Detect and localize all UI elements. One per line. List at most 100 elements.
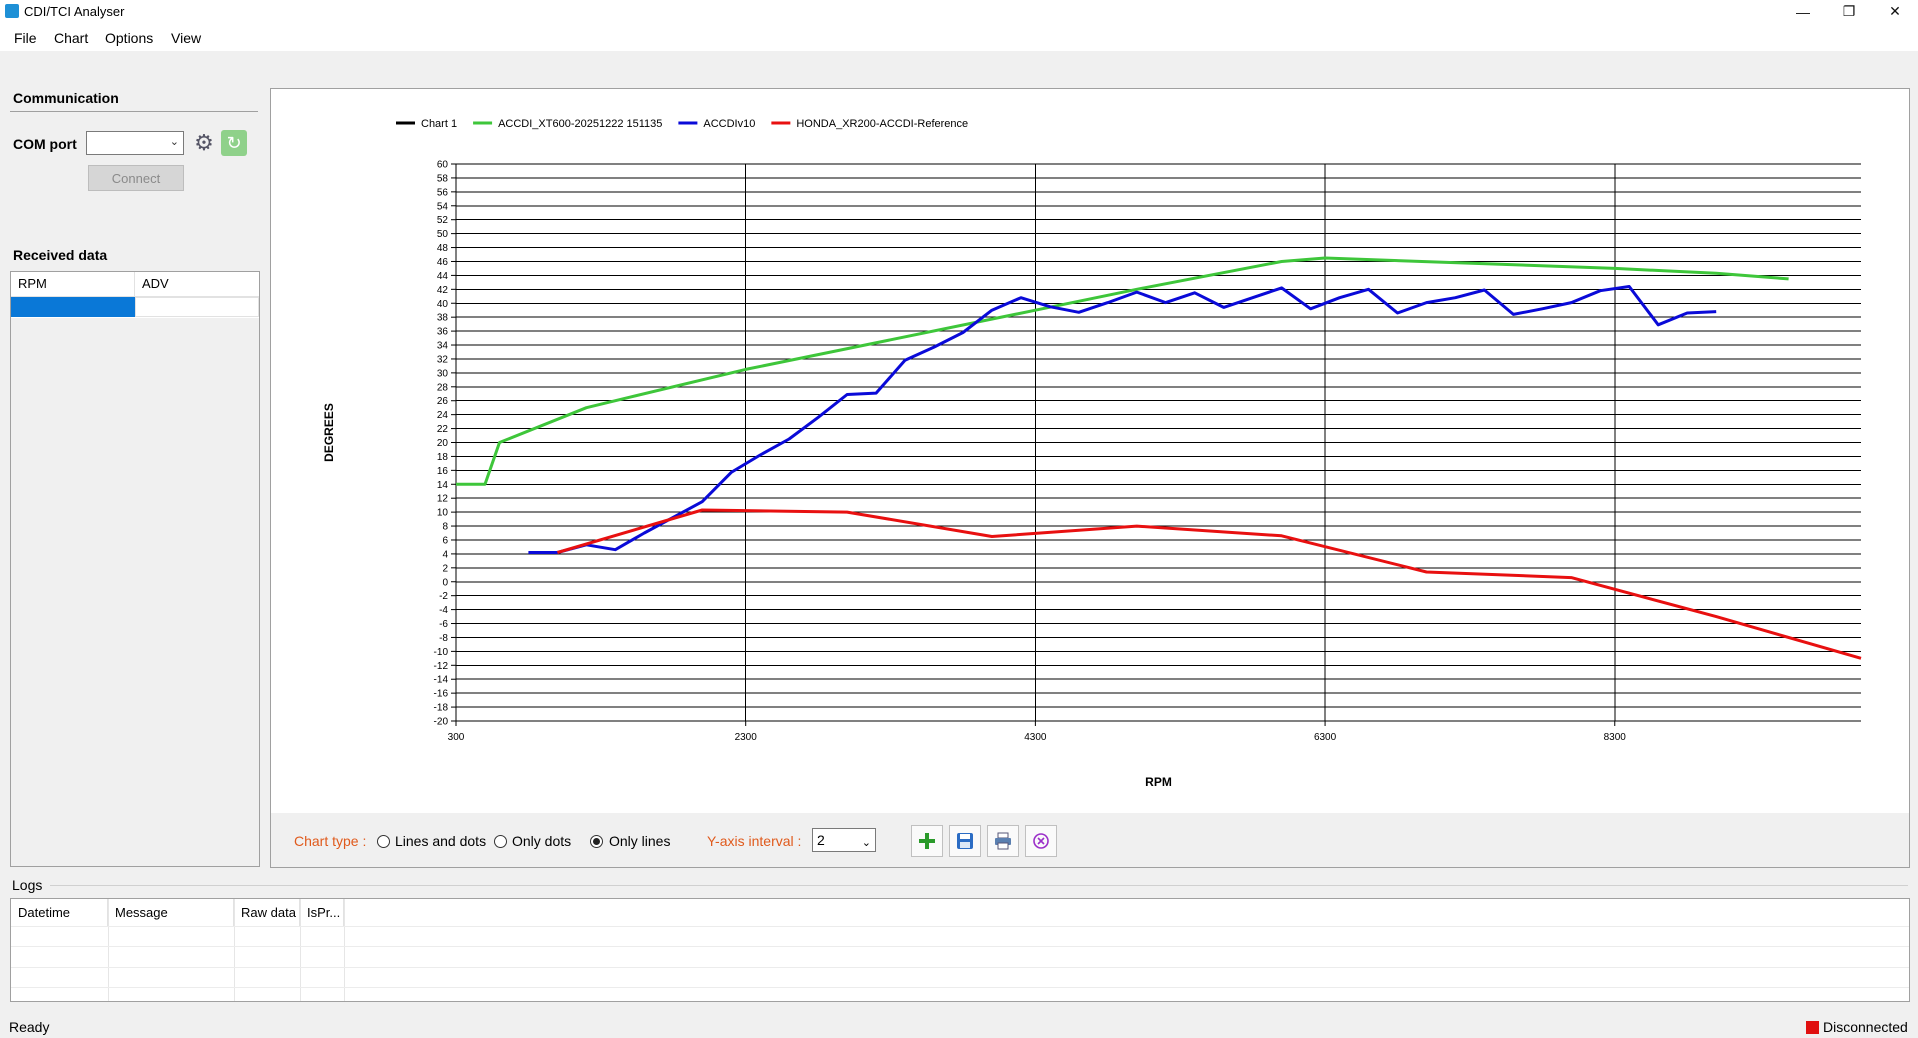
- y-tick-label: 16: [437, 466, 449, 477]
- legend-entry: ACCDIv10: [703, 118, 755, 130]
- x-tick-label: 6300: [1314, 732, 1337, 743]
- column-rpm[interactable]: RPM: [11, 272, 135, 296]
- y-tick-label: 34: [437, 341, 449, 352]
- series-line: [456, 256, 1789, 486]
- com-port-label: COM port: [13, 136, 77, 152]
- status-text: Ready: [9, 1019, 50, 1035]
- section-divider: [10, 111, 258, 112]
- y-tick-label: 40: [437, 299, 449, 310]
- y-tick-label: -20: [434, 717, 449, 728]
- menu-file[interactable]: File: [14, 30, 37, 46]
- y-tick-label: 46: [437, 257, 449, 268]
- log-grid-line: [234, 899, 235, 1001]
- restore-icon[interactable]: ❐: [1842, 3, 1856, 19]
- y-tick-label: 28: [437, 382, 449, 393]
- x-tick-label: 4300: [1024, 732, 1047, 743]
- log-grid-line: [344, 899, 345, 1001]
- legend-entry: ACCDI_XT600-20251222 151135: [498, 118, 662, 130]
- logs-table: [10, 898, 1910, 1002]
- logs-divider: [50, 885, 1908, 886]
- y-interval-select[interactable]: 2 ⌄: [812, 828, 876, 852]
- logs-title: Logs: [12, 877, 43, 893]
- y-tick-label: 60: [437, 160, 449, 171]
- log-grid-line: [11, 967, 1909, 968]
- log-grid-line: [108, 899, 109, 1001]
- log-grid-line: [11, 987, 1909, 988]
- connection-status: Disconnected: [1823, 1019, 1908, 1035]
- x-tick-label: 2300: [735, 732, 758, 743]
- connect-button[interactable]: Connect: [88, 165, 184, 191]
- y-tick-label: 18: [437, 452, 449, 463]
- chart-toolbar: [271, 813, 1909, 867]
- received-table-empty-area: [11, 318, 259, 866]
- radio-only-lines[interactable]: [590, 835, 603, 848]
- menu-options[interactable]: Options: [105, 30, 154, 46]
- y-tick-label: 22: [437, 424, 449, 435]
- y-tick-label: -8: [439, 633, 448, 644]
- y-tick-label: -10: [434, 647, 449, 658]
- y-tick-label: 14: [437, 480, 449, 491]
- log-column-message[interactable]: Message: [108, 899, 234, 927]
- legend-entry: Chart 1: [421, 118, 457, 130]
- series-line: [528, 285, 1717, 554]
- series-line: [556, 508, 1862, 660]
- log-column-datetime[interactable]: Datetime: [11, 899, 108, 927]
- y-tick-label: 8: [442, 522, 448, 533]
- log-column-raw-data[interactable]: Raw data: [234, 899, 300, 927]
- y-tick-label: 6: [442, 535, 448, 546]
- menu-bar: [0, 23, 1918, 51]
- radio-only-lines-label[interactable]: Only lines: [609, 833, 671, 849]
- app-icon: [5, 4, 19, 18]
- column-adv[interactable]: ADV: [142, 276, 169, 291]
- settings-gear-icon[interactable]: ⚙: [194, 130, 214, 155]
- y-tick-label: -6: [439, 619, 448, 630]
- minimize-icon[interactable]: —: [1796, 3, 1810, 20]
- refresh-icon[interactable]: ↻: [221, 130, 247, 156]
- table-cell[interactable]: [135, 297, 259, 317]
- radio-lines-and-dots-label[interactable]: Lines and dots: [395, 833, 487, 849]
- y-interval-value: 2: [817, 832, 825, 848]
- y-tick-label: 2: [442, 563, 448, 574]
- y-tick-label: 4: [442, 549, 448, 560]
- y-tick-label: 24: [437, 410, 449, 421]
- title-bar: [0, 0, 1918, 23]
- y-tick-label: 52: [437, 215, 449, 226]
- chart: -20-18-16-14-12-10-8-6-4-202468101214161…: [322, 118, 1862, 789]
- y-tick-label: 50: [437, 229, 449, 240]
- chart-type-label: Chart type :: [294, 833, 367, 849]
- legend-entry: HONDA_XR200-ACCDI-Reference: [796, 118, 968, 130]
- status-bar: [0, 1014, 1918, 1038]
- y-tick-label: 32: [437, 354, 449, 365]
- radio-lines-and-dots[interactable]: [377, 835, 390, 848]
- chart-panel: [270, 88, 1910, 868]
- y-tick-label: -4: [439, 605, 448, 616]
- y-tick-label: 48: [437, 243, 449, 254]
- menu-view[interactable]: View: [171, 30, 202, 46]
- y-tick-label: -2: [439, 591, 448, 602]
- x-tick-label: 8300: [1604, 732, 1627, 743]
- y-tick-label: 30: [437, 368, 449, 379]
- y-tick-label: -12: [434, 661, 449, 672]
- y-tick-label: 42: [437, 285, 449, 296]
- menu-chart[interactable]: Chart: [54, 30, 89, 46]
- y-tick-label: 44: [437, 271, 449, 282]
- y-tick-label: 54: [437, 201, 449, 212]
- log-grid-line: [11, 926, 1909, 927]
- y-tick-label: 12: [437, 494, 449, 505]
- add-icon[interactable]: [911, 825, 943, 857]
- log-grid-line: [300, 899, 301, 1001]
- y-tick-label: -14: [434, 675, 449, 686]
- radio-only-dots[interactable]: [494, 835, 507, 848]
- y-tick-label: 10: [437, 508, 449, 519]
- close-icon[interactable]: ✕: [1889, 3, 1901, 19]
- table-row-selected[interactable]: [11, 297, 135, 317]
- chevron-down-icon: ⌄: [861, 837, 871, 849]
- clear-icon[interactable]: [1025, 825, 1057, 857]
- save-icon[interactable]: [949, 825, 981, 857]
- print-icon[interactable]: [987, 825, 1019, 857]
- com-port-select[interactable]: ⌄: [86, 131, 184, 155]
- connection-indicator: [1806, 1021, 1819, 1034]
- log-column-isprocessed[interactable]: IsPr...: [300, 899, 344, 927]
- radio-only-dots-label[interactable]: Only dots: [512, 833, 572, 849]
- y-tick-label: 38: [437, 313, 449, 324]
